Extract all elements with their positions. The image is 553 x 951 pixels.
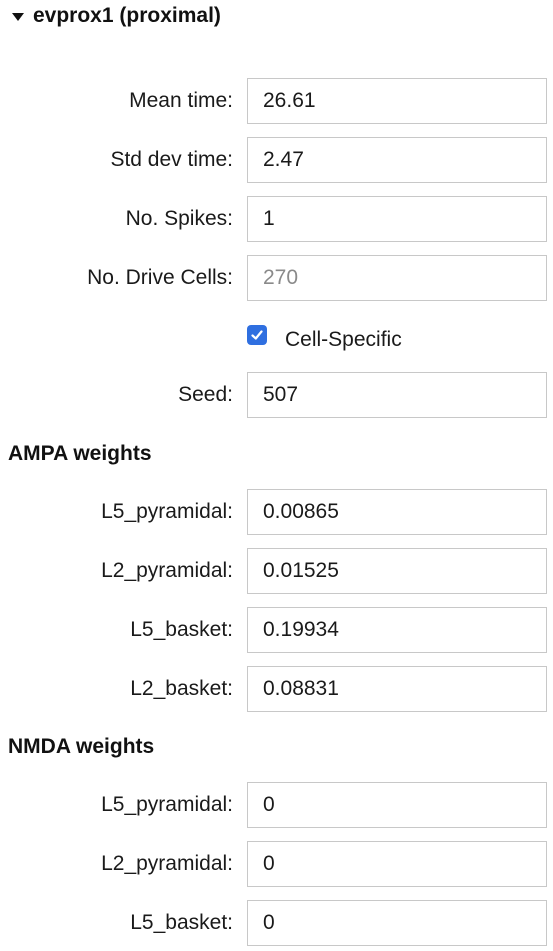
caret-down-icon[interactable] xyxy=(12,12,24,21)
ampa-l5-basket-label: L5_basket: xyxy=(130,618,233,641)
nmda-l5-basket-input[interactable] xyxy=(247,900,547,946)
ampa-l5-pyramidal-row: L5_pyramidal: xyxy=(0,489,553,535)
std-dev-time-label: Std dev time: xyxy=(110,148,233,171)
seed-row: Seed: xyxy=(0,372,553,418)
ampa-l2-pyramidal-label: L2_pyramidal: xyxy=(101,559,233,582)
no-drive-cells-row: No. Drive Cells: xyxy=(0,255,553,301)
nmda-l2-pyramidal-input[interactable] xyxy=(247,841,547,887)
nmda-l5-basket-row: L5_basket: xyxy=(0,900,553,946)
mean-time-label: Mean time: xyxy=(129,89,233,112)
std-dev-time-input[interactable] xyxy=(247,137,547,183)
checkmark-icon xyxy=(251,330,263,340)
mean-time-row: Mean time: xyxy=(0,78,553,124)
no-spikes-label: No. Spikes: xyxy=(125,207,233,230)
ampa-l2-pyramidal-row: L2_pyramidal: xyxy=(0,548,553,594)
cell-specific-checkbox[interactable] xyxy=(247,325,267,345)
std-dev-time-row: Std dev time: xyxy=(0,137,553,183)
ampa-l5-pyramidal-input[interactable] xyxy=(247,489,547,535)
cell-specific-label: Cell-Specific xyxy=(285,328,402,351)
mean-time-input[interactable] xyxy=(247,78,547,124)
seed-label: Seed: xyxy=(178,383,233,406)
ampa-l2-pyramidal-input[interactable] xyxy=(247,548,547,594)
cell-specific-checkbox-row[interactable]: Cell-Specific xyxy=(247,322,402,354)
ampa-l2-basket-row: L2_basket: xyxy=(0,666,553,712)
nmda-l5-basket-label: L5_basket: xyxy=(130,911,233,934)
ampa-l2-basket-input[interactable] xyxy=(247,666,547,712)
nmda-l2-pyramidal-label: L2_pyramidal: xyxy=(101,852,233,875)
ampa-l5-basket-input[interactable] xyxy=(247,607,547,653)
ampa-l2-basket-label: L2_basket: xyxy=(130,677,233,700)
ampa-weights-heading: AMPA weights xyxy=(8,442,152,465)
nmda-l5-pyramidal-input[interactable] xyxy=(247,782,547,828)
nmda-l2-pyramidal-row: L2_pyramidal: xyxy=(0,841,553,887)
seed-input[interactable] xyxy=(247,372,547,418)
no-drive-cells-label: No. Drive Cells: xyxy=(87,266,233,289)
nmda-weights-heading: NMDA weights xyxy=(8,735,155,758)
nmda-l5-pyramidal-row: L5_pyramidal: xyxy=(0,782,553,828)
no-spikes-row: No. Spikes: xyxy=(0,196,553,242)
no-drive-cells-input xyxy=(247,255,547,301)
nmda-l5-pyramidal-label: L5_pyramidal: xyxy=(101,793,233,816)
panel-title: evprox1 (proximal) xyxy=(33,4,221,27)
panel-header-evprox1[interactable]: evprox1 (proximal) xyxy=(12,2,221,30)
ampa-l5-pyramidal-label: L5_pyramidal: xyxy=(101,500,233,523)
no-spikes-input[interactable] xyxy=(247,196,547,242)
ampa-l5-basket-row: L5_basket: xyxy=(0,607,553,653)
